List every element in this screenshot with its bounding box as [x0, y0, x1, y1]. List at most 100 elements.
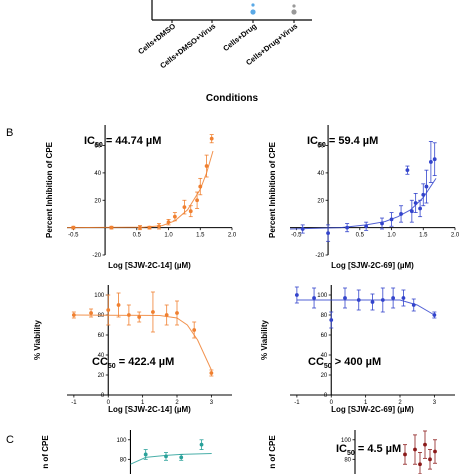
data-point: [192, 328, 197, 332]
data-point: [380, 298, 385, 302]
chart-b4: -1 0 1 2 3 0 20 40 60 80 100 Log [SJW-2C-69] (µM) % …: [260, 285, 455, 414]
annotation-subscript: 50: [108, 363, 116, 370]
x-tick-label: 3: [210, 400, 214, 406]
data-point: [405, 168, 410, 173]
x-tick-label: 0: [330, 400, 334, 406]
y-tick-label: 60: [317, 144, 324, 150]
data-point: [143, 452, 148, 457]
x-tick-label: 1.5: [419, 233, 428, 239]
data-point: [116, 303, 121, 307]
data-point: [423, 442, 427, 447]
y-tick-label: 100: [341, 438, 352, 444]
y-tick-label: 20: [94, 198, 101, 204]
y-axis-label: n of CPE: [41, 435, 50, 469]
data-point: [433, 449, 437, 454]
annotation-main: IC: [336, 443, 347, 455]
data-point: [166, 220, 171, 225]
data-point: [411, 303, 416, 307]
y-tick-label: 80: [98, 313, 105, 319]
fit-curve: [296, 299, 435, 316]
x-axis-label: Log [SJW-2C-69] (µM): [331, 405, 414, 414]
top-category-label: Cells+DMSO: [136, 21, 177, 56]
y-tick-label: 80: [321, 313, 328, 319]
y-tick-label: 80: [120, 457, 127, 463]
data-point: [364, 224, 369, 229]
data-point: [428, 457, 432, 462]
y-axis-label: % Viability: [33, 320, 42, 360]
data-point: [198, 184, 203, 189]
data-point: [126, 313, 131, 317]
data-point: [413, 447, 417, 452]
fit-curve: [73, 314, 212, 371]
data-point: [138, 225, 142, 230]
annotation-b2: IC50 = 59.4 µM: [307, 135, 378, 149]
y-tick-label: 40: [98, 353, 105, 359]
chart-b1: -0.5 0.5 1.0 1.5 2.0 -20 20 40 60 Log [SJW-2C-14]…: [45, 125, 237, 270]
annotation-value: = 59.4 µM: [326, 135, 379, 147]
y-tick-label: 100: [94, 293, 105, 299]
data-point: [164, 454, 168, 459]
y-axis-label: n of CPE: [268, 435, 277, 469]
panel-letter-b: B: [6, 127, 13, 139]
data-point: [380, 221, 384, 226]
x-tick-label: 0.5: [133, 233, 142, 239]
annotation-subscript: 50: [318, 142, 326, 149]
x-tick-label: -1: [71, 400, 77, 406]
y-tick-label: 60: [321, 333, 328, 339]
data-point: [312, 296, 316, 300]
data-point: [209, 136, 214, 141]
data-point: [345, 225, 350, 230]
data-point: [209, 371, 214, 375]
data-point: [401, 296, 406, 300]
fit-curve: [130, 453, 212, 465]
data-point: [409, 209, 414, 214]
data-point: [432, 157, 437, 162]
x-axis-label: Log [SJW-2C-14] (µM): [108, 261, 191, 270]
annotation-b4: CC50 > 400 µM: [308, 356, 381, 370]
annotation-subscript: 50: [347, 450, 355, 457]
chart-c1: 100 80 n of CPE: [41, 430, 212, 474]
data-point: [399, 212, 403, 216]
data-point: [106, 308, 111, 312]
annotation-main: CC: [92, 356, 108, 368]
y-tick-label: -20: [92, 253, 101, 259]
annotation-b3: CC50 = 422.4 µM: [92, 356, 174, 370]
y-axis-label: Percent Inhibition of CPE: [268, 141, 277, 238]
x-axis-label: Log [SJW-2C-14] (µM): [108, 405, 191, 414]
x-tick-label: -0.5: [68, 233, 79, 239]
top-point-cells-drug: [250, 9, 256, 15]
data-point: [172, 214, 177, 219]
x-tick-label: 2.0: [451, 233, 460, 239]
x-axis-label: Log [SJW-2C-69] (µM): [331, 261, 414, 270]
data-point: [421, 192, 426, 197]
x-tick-label: 2: [398, 400, 402, 406]
y-axis-label: Percent Inhibition of CPE: [45, 141, 54, 238]
annotation-value: = 44.74 µM: [103, 135, 162, 147]
data-point: [147, 225, 152, 230]
data-point: [326, 231, 330, 236]
data-point: [179, 455, 184, 460]
y-tick-label: 60: [94, 144, 101, 150]
data-point: [403, 452, 407, 457]
chart-b3: -1 0 1 2 3 0 20 40 60 80 100 Log [SJW-2C-14] (µM) % …: [33, 285, 232, 414]
data-point: [329, 318, 334, 322]
annotation-subscript: 50: [324, 363, 332, 370]
x-tick-label: 0: [107, 400, 111, 406]
chart-b2: -0.5 0.5 1.0 1.5 2.0 -20 20 40 60 Log [SJW-2C-69]…: [268, 125, 460, 270]
chart-c2: 100 80 n of CPE IC50 = 4.5 µM: [268, 430, 437, 474]
y-tick-label: 40: [317, 171, 324, 177]
data-point: [413, 201, 418, 205]
top-category-label: Cells+Drug: [221, 21, 258, 53]
data-point: [109, 225, 114, 230]
data-point: [418, 206, 422, 211]
data-point: [424, 184, 429, 189]
x-tick-label: 2.0: [228, 233, 237, 239]
annotation-main: IC: [307, 135, 318, 147]
x-tick-label: 1.0: [164, 233, 173, 239]
y-tick-label: 40: [321, 353, 328, 359]
data-point: [182, 205, 187, 210]
top-point-cells-drug-virus: [292, 4, 296, 8]
x-tick-label: -1: [294, 400, 300, 406]
